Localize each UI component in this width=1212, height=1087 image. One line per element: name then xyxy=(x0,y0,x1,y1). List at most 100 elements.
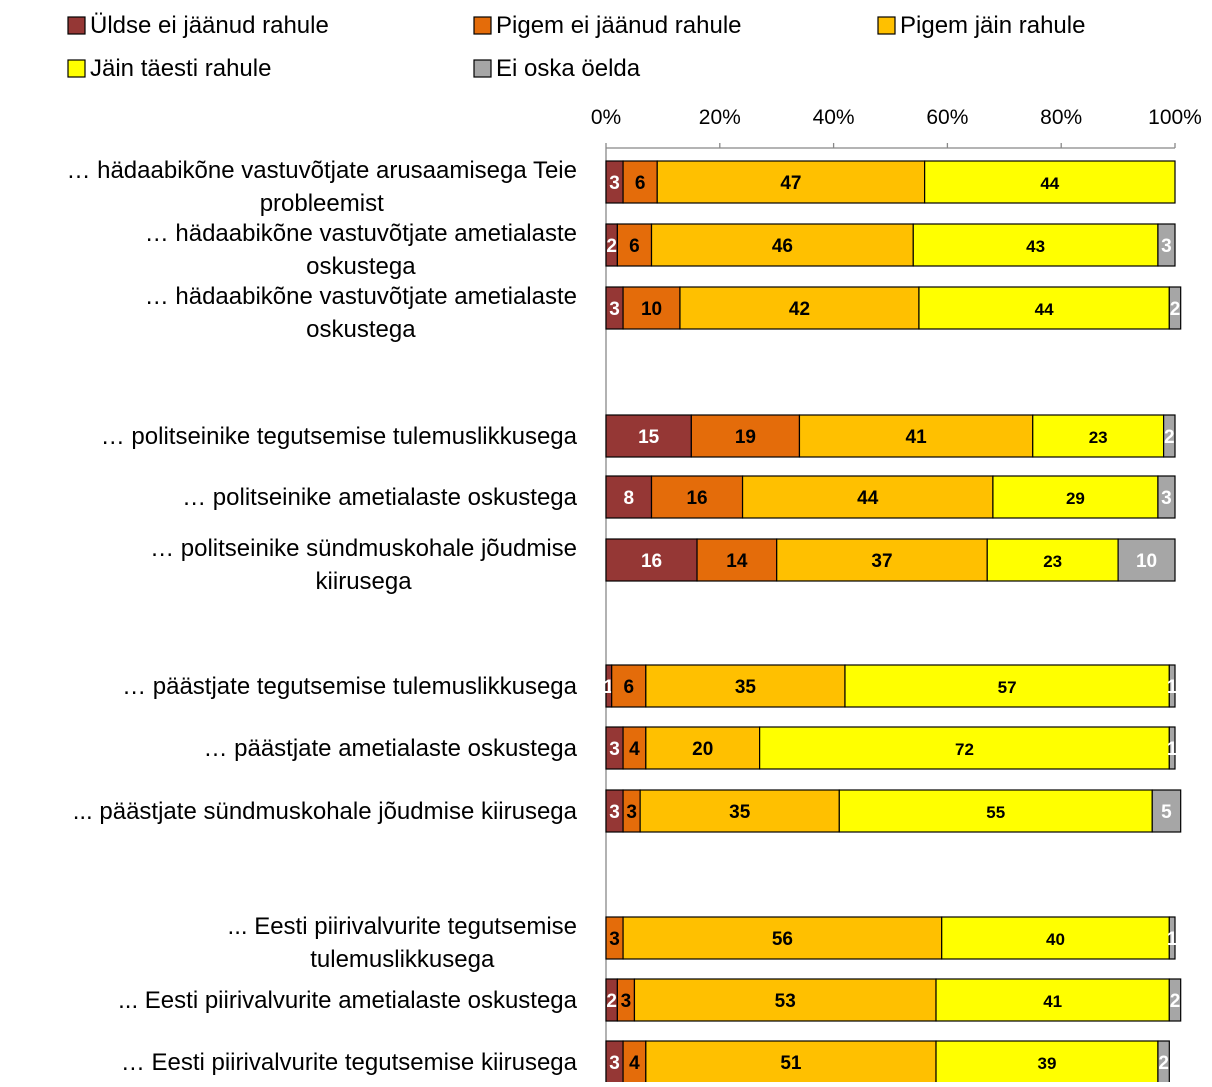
category-label-11: ... Eesti piirivalvurite ametialaste osk… xyxy=(118,987,578,1014)
bar-segment-r1-s4 xyxy=(924,160,1176,204)
bar-segment-r9-s5 xyxy=(1151,789,1182,833)
bar-value-label-r12-s2: 4 xyxy=(629,1053,640,1074)
bar-value-label-r1-s2: 6 xyxy=(635,173,646,194)
bar-value-label-r3-s2: 10 xyxy=(641,299,662,320)
bar-segment-r7-s3 xyxy=(645,664,846,708)
bar-value-label-r3-s4: 44 xyxy=(1035,300,1054,319)
bar-value-label-r12-s3: 51 xyxy=(780,1053,802,1074)
bar-value-label-r11-s3: 53 xyxy=(775,991,796,1012)
bar-segment-r11-s5 xyxy=(1168,978,1182,1022)
bar-value-label-r11-s2: 3 xyxy=(621,991,632,1012)
category-label-6-line-1: … politseinike sündmuskohale jõudmise xyxy=(150,535,577,562)
bar-value-label-r12-s4: 39 xyxy=(1038,1054,1057,1073)
legend-swatch-2 xyxy=(473,16,492,35)
bar-segment-r4-s2 xyxy=(690,414,801,458)
bar-value-label-r6-s4: 23 xyxy=(1043,552,1062,571)
bar-value-label-r7-s4: 57 xyxy=(998,678,1017,697)
bar-value-label-r9-s5: 5 xyxy=(1161,802,1172,823)
bar-value-label-r7-s2: 6 xyxy=(623,677,634,698)
bar-value-label-r6-s1: 16 xyxy=(641,551,662,572)
legend-swatch-3 xyxy=(877,16,896,35)
bar-segment-r5-s2 xyxy=(650,475,744,519)
bar-segment-r4-s4 xyxy=(1032,414,1165,458)
legend-swatch-5 xyxy=(473,59,492,78)
bar-segment-r9-s4 xyxy=(838,789,1153,833)
bar-value-label-r9-s2: 3 xyxy=(626,802,637,823)
legend-label-5: Ei oska öelda xyxy=(496,55,641,82)
bar-segment-r11-s4 xyxy=(935,978,1170,1022)
bar-segment-r3-s3 xyxy=(679,286,920,330)
bar-segment-r1-s2 xyxy=(622,160,658,204)
x-tick-label-0: 0% xyxy=(591,106,621,129)
bar-segment-r2-s5 xyxy=(1157,223,1176,267)
bar-value-label-r8-s4: 72 xyxy=(955,740,974,759)
bar-value-label-r9-s4: 55 xyxy=(986,803,1005,822)
category-label-4: … politseinike tegutsemise tulemuslikkus… xyxy=(101,423,578,450)
bar-segment-r3-s4 xyxy=(918,286,1170,330)
bar-segment-r8-s3 xyxy=(645,726,761,770)
bar-value-label-r2-s3: 46 xyxy=(772,236,793,257)
bar-value-label-r3-s5: 2 xyxy=(1170,299,1181,320)
bar-segment-r7-s4 xyxy=(844,664,1170,708)
x-tick-label-80: 80% xyxy=(1040,106,1082,129)
bar-value-label-r1-s3: 47 xyxy=(780,173,801,194)
bar-segment-r12-s3 xyxy=(645,1040,937,1084)
bar-segment-r3-s5 xyxy=(1168,286,1182,330)
category-label-9: ... päästjate sündmuskohale jõudmise kii… xyxy=(73,798,578,825)
bar-value-label-r7-s1: 1 xyxy=(604,677,615,698)
category-label-2-line-2: oskustega xyxy=(306,253,416,280)
bar-segment-r6-s1 xyxy=(605,538,698,582)
bar-segment-r4-s5 xyxy=(1163,414,1176,458)
bar-value-label-r2-s4: 43 xyxy=(1026,237,1045,256)
bar-segment-r5-s1 xyxy=(605,475,653,519)
bar-segment-r1-s3 xyxy=(656,160,926,204)
bar-segment-r12-s4 xyxy=(935,1040,1159,1084)
legend-label-4: Jäin täesti rahule xyxy=(90,55,271,82)
bar-segment-r6-s4 xyxy=(986,538,1119,582)
bar-value-label-r7-s5: 1 xyxy=(1167,677,1178,698)
bar-segment-r5-s3 xyxy=(741,475,994,519)
category-label-3-line-2: oskustega xyxy=(306,316,416,343)
bar-segment-r10-s3 xyxy=(622,916,943,960)
bar-value-label-r6-s2: 14 xyxy=(726,551,748,572)
bar-value-label-r3-s1: 3 xyxy=(609,299,620,320)
bar-value-label-r10-s2: 3 xyxy=(609,929,620,950)
legend-swatch-1 xyxy=(67,16,86,35)
bar-segment-r7-s5 xyxy=(1168,664,1176,708)
bar-value-label-r8-s5: 1 xyxy=(1167,739,1178,760)
bar-value-label-r10-s4: 40 xyxy=(1046,930,1065,949)
bar-segment-r11-s3 xyxy=(633,978,937,1022)
bar-value-label-r11-s1: 2 xyxy=(606,991,617,1012)
bar-value-label-r8-s1: 3 xyxy=(609,739,620,760)
bar-value-label-r9-s3: 35 xyxy=(729,802,751,823)
bar-value-label-r2-s1: 2 xyxy=(606,236,617,257)
bar-value-label-r2-s2: 6 xyxy=(629,236,640,257)
legend-label-2: Pigem ei jäänud rahule xyxy=(496,12,742,39)
bar-segment-r3-s2 xyxy=(622,286,681,330)
bar-value-label-r11-s4: 41 xyxy=(1043,992,1062,1011)
bar-value-label-r10-s3: 56 xyxy=(772,929,793,950)
bar-value-label-r4-s4: 23 xyxy=(1089,428,1108,447)
bar-value-label-r5-s1: 8 xyxy=(623,488,634,509)
x-tick-label-100: 100% xyxy=(1148,106,1202,129)
bar-segment-r4-s3 xyxy=(798,414,1034,458)
bar-value-label-r11-s5: 2 xyxy=(1170,991,1181,1012)
bar-value-label-r12-s5: 2 xyxy=(1158,1053,1169,1074)
category-label-8: … päästjate ametialaste oskustega xyxy=(203,735,577,762)
bar-value-label-r6-s5: 10 xyxy=(1136,551,1157,572)
bar-value-label-r5-s2: 16 xyxy=(686,488,707,509)
bar-value-label-r4-s3: 41 xyxy=(906,427,928,448)
bar-value-label-r1-s4: 44 xyxy=(1040,174,1059,193)
bar-segment-r5-s5 xyxy=(1157,475,1176,519)
legend-swatch-4 xyxy=(67,59,86,78)
bar-value-label-r2-s5: 3 xyxy=(1161,236,1172,257)
bar-segment-r2-s2 xyxy=(616,223,653,267)
bar-segment-r8-s5 xyxy=(1168,726,1176,770)
bar-value-label-r1-s1: 3 xyxy=(609,173,620,194)
category-label-1-line-1: … hädaabikõne vastuvõtjate arusaamisega … xyxy=(66,157,577,184)
x-tick-label-60: 60% xyxy=(926,106,968,129)
category-label-12: … Eesti piirivalvurite tegutsemise kiiru… xyxy=(121,1049,578,1076)
bar-value-label-r3-s3: 42 xyxy=(789,299,810,320)
